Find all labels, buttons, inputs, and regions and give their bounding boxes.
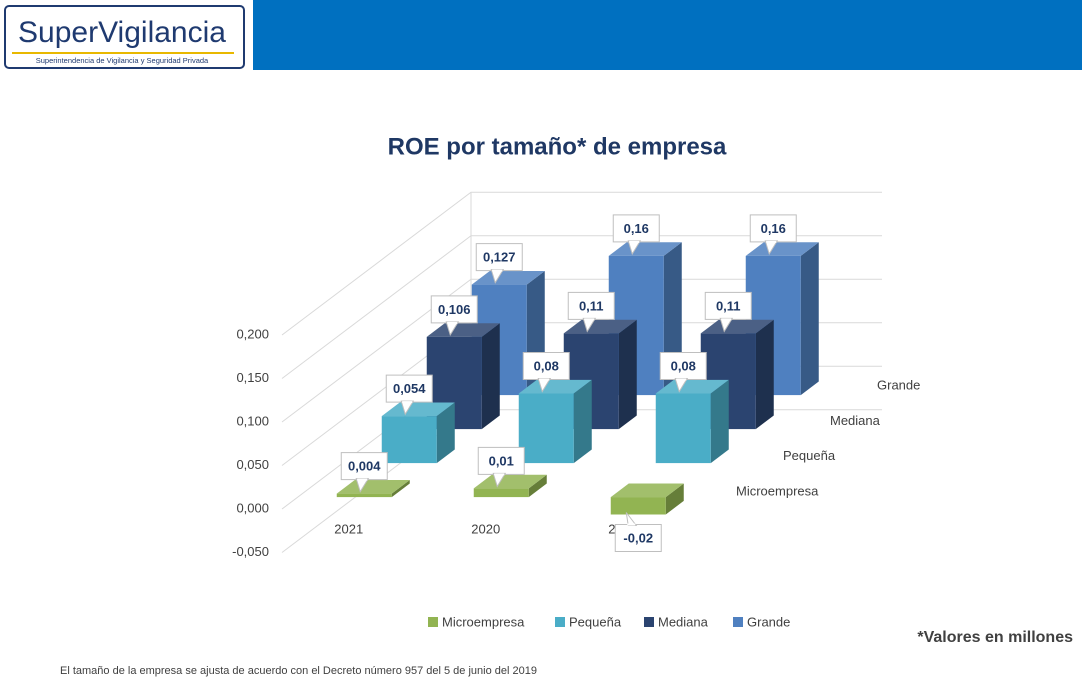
bar: [610, 497, 666, 515]
series-axis-label: Grande: [877, 378, 920, 393]
bar-side: [618, 319, 637, 430]
chart-title: ROE por tamaño* de empresa: [388, 133, 727, 160]
callout-box: [704, 291, 752, 320]
data-label: 0,16: [761, 221, 786, 236]
y-tick-label: 0,050: [236, 457, 269, 472]
data-label: 0,01: [489, 453, 514, 468]
bar-top: [745, 242, 819, 256]
callout-box: [522, 352, 570, 380]
bar-side: [755, 319, 774, 430]
data-label: 0,11: [716, 298, 741, 313]
x-tick-label: 2021: [334, 521, 363, 536]
units-note: *Valores en millones: [917, 629, 1073, 646]
callout-box: [614, 524, 662, 552]
bar-top: [655, 379, 729, 394]
series-axis-label: Microempresa: [736, 483, 819, 498]
legend-label: Grande: [747, 614, 790, 629]
x-tick-label: 2020: [471, 521, 500, 536]
bar: [381, 416, 437, 464]
callout-box: [475, 243, 523, 272]
bar-side: [436, 402, 455, 464]
series-axis-label: Mediana: [830, 413, 881, 428]
data-label: 0,08: [671, 358, 696, 373]
y-tick-label: 0,100: [236, 413, 269, 428]
data-label: 0,11: [579, 298, 604, 313]
bar-top: [518, 379, 592, 394]
bar-top: [700, 319, 774, 334]
callout-box: [612, 214, 660, 243]
legend-swatch: [428, 617, 438, 627]
plot: -0,0500,0000,0500,1000,1500,200202120202…: [232, 191, 920, 629]
callout-box: [430, 295, 478, 324]
bar-side: [710, 379, 729, 464]
bar-top: [381, 402, 455, 417]
bar: [518, 393, 574, 464]
series-axis-label: Pequeña: [783, 448, 836, 463]
y-tick-label: 0,200: [236, 326, 269, 341]
data-label: 0,16: [624, 221, 649, 236]
bar-top: [610, 483, 684, 498]
data-label: 0,08: [534, 358, 559, 373]
bar-side: [391, 480, 410, 498]
bar-top: [563, 319, 637, 334]
data-label: 0,004: [348, 459, 381, 474]
callout-box: [340, 452, 388, 481]
logo-subtitle: Superintendencia de Vigilancia y Segurid…: [36, 56, 209, 65]
logo: SuperVigilancia: [18, 16, 226, 49]
bar: [473, 488, 529, 498]
legend-swatch: [733, 617, 743, 627]
bar-side: [528, 474, 547, 498]
header-bar: [253, 0, 1082, 70]
y-tick-label: 0,150: [236, 370, 269, 385]
legend-label: Pequeña: [569, 614, 622, 629]
footer-note: El tamaño de la empresa se ajusta de acu…: [60, 665, 537, 677]
y-tick-label: 0,000: [236, 500, 269, 515]
legend-label: Mediana: [658, 614, 709, 629]
bar-top: [471, 271, 545, 285]
bar: [655, 393, 711, 464]
data-label: 0,127: [483, 250, 516, 265]
bar-top: [426, 323, 500, 337]
logo-stripe: [12, 52, 234, 54]
bar-top: [473, 474, 547, 489]
callout-box: [385, 374, 433, 403]
data-label: 0,106: [438, 302, 471, 317]
legend-swatch: [555, 617, 565, 627]
bar-side: [665, 483, 684, 515]
callout-box: [749, 214, 797, 243]
data-label: 0,054: [393, 381, 426, 396]
bar-side: [481, 323, 500, 430]
legend-swatch: [644, 617, 654, 627]
bar-side: [800, 242, 819, 396]
bar-top: [336, 480, 410, 494]
bar: [336, 493, 392, 498]
legend-label: Microempresa: [442, 614, 525, 629]
bar-top: [608, 242, 682, 256]
callout-box: [567, 291, 615, 320]
data-label: -0,02: [623, 530, 653, 545]
y-tick-label: -0,050: [232, 544, 269, 559]
bar-side: [573, 379, 592, 464]
